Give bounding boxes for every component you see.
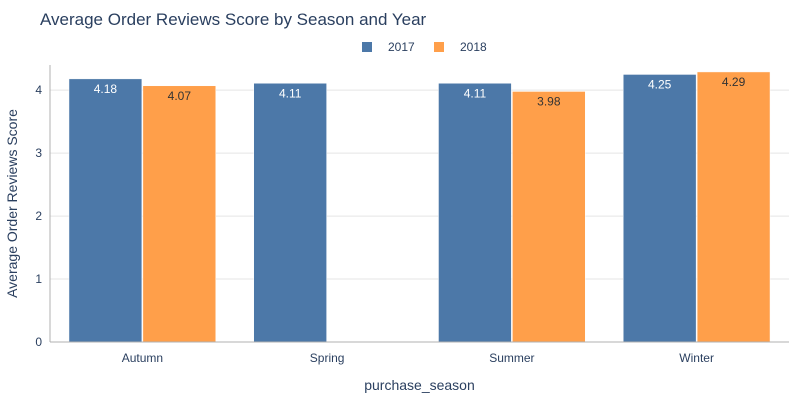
- legend-swatch: [362, 42, 372, 52]
- bar-data-label: 4.07: [168, 89, 192, 103]
- y-axis-title: Average Order Reviews Score: [4, 109, 20, 298]
- legend-item-2018[interactable]: 2018: [434, 40, 487, 54]
- legend-label: 2018: [460, 40, 487, 54]
- bar-winter-2018[interactable]: [696, 71, 771, 343]
- y-tick-label: 1: [35, 272, 42, 286]
- chart-title: Average Order Reviews Score by Season an…: [40, 10, 427, 29]
- bar-data-label: 3.98: [537, 94, 561, 108]
- legend-label: 2017: [388, 40, 415, 54]
- bar-summer-2017[interactable]: [438, 83, 512, 343]
- y-tick-label: 0: [35, 335, 42, 349]
- bars: 4.18 4.07 4.11 4.11 3.98 4.25 4.29: [68, 71, 771, 343]
- legend[interactable]: 2017 2018: [362, 40, 487, 54]
- bar-data-label: 4.11: [464, 86, 487, 100]
- legend-item-2017[interactable]: 2017: [362, 40, 415, 54]
- x-tick-label: Winter: [679, 351, 714, 365]
- bar-data-label: 4.11: [279, 86, 302, 100]
- legend-swatch: [434, 42, 444, 52]
- bar-data-label: 4.29: [722, 75, 746, 89]
- bar-data-label: 4.25: [648, 77, 672, 91]
- y-tick-label: 2: [35, 209, 42, 223]
- bar-summer-2018[interactable]: [512, 91, 586, 343]
- x-tick-label: Summer: [489, 351, 534, 365]
- x-tick-label: Autumn: [122, 351, 163, 365]
- bar-data-label: 4.18: [94, 82, 118, 96]
- axes: Autumn Spring Summer Winter: [49, 65, 789, 365]
- bar-spring-2017[interactable]: [253, 83, 327, 343]
- y-tick-label: 3: [35, 146, 42, 160]
- x-tick-label: Spring: [310, 351, 345, 365]
- bar-autumn-2018[interactable]: [142, 85, 217, 343]
- bar-autumn-2017[interactable]: [68, 78, 143, 343]
- y-tick-label: 4: [35, 83, 42, 97]
- bar-winter-2017[interactable]: [622, 74, 697, 343]
- x-axis-title: purchase_season: [364, 377, 475, 393]
